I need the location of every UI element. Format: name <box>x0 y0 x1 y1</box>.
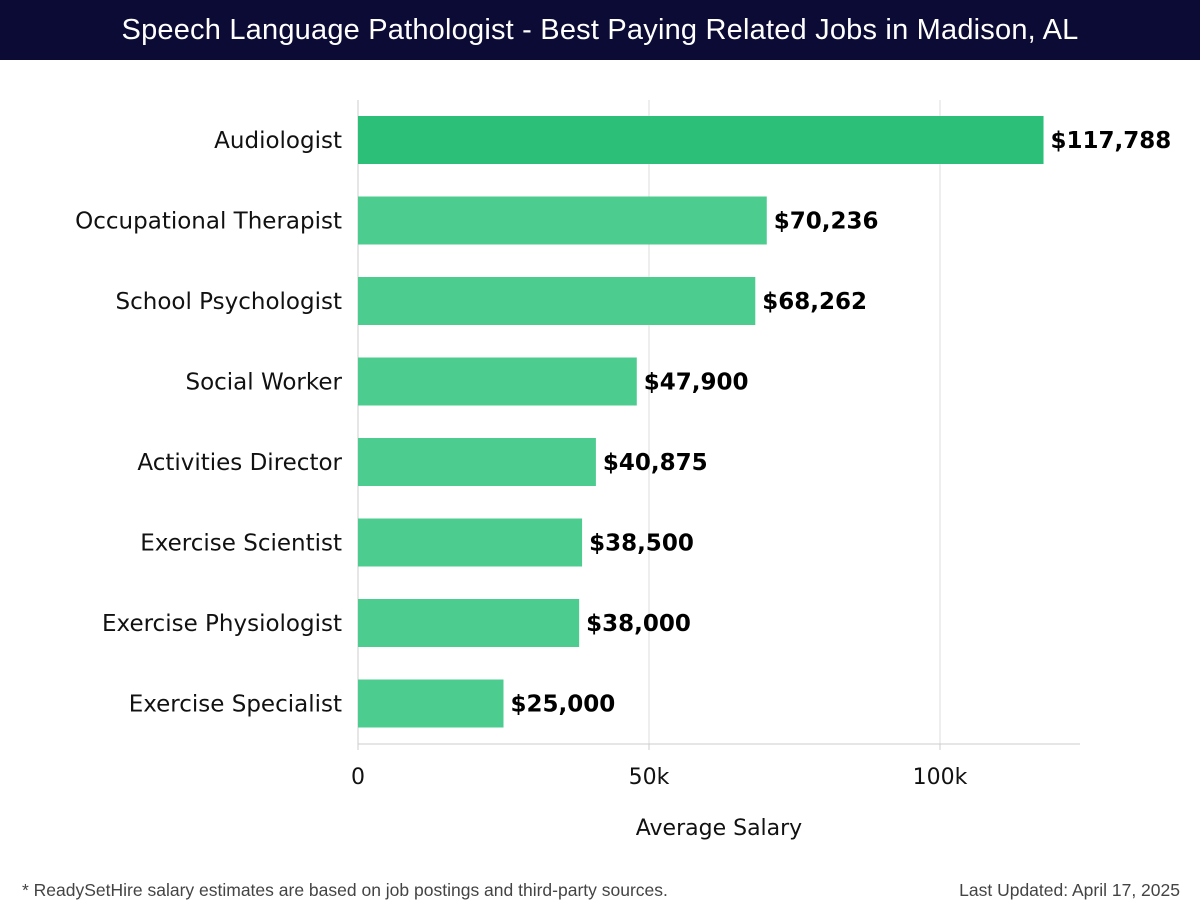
category-label: Exercise Physiologist <box>102 611 342 637</box>
value-label: $47,900 <box>644 370 749 396</box>
category-label: School Psychologist <box>116 289 342 315</box>
bar <box>358 518 583 567</box>
last-updated: Last Updated: April 17, 2025 <box>959 880 1180 900</box>
x-tick-label: 100k <box>913 765 968 790</box>
category-label: Occupational Therapist <box>75 209 342 235</box>
bar <box>358 196 767 245</box>
bar <box>358 599 580 647</box>
x-tick-label: 0 <box>351 765 365 790</box>
bar <box>358 679 504 728</box>
footnote: * ReadySetHire salary estimates are base… <box>22 880 668 900</box>
value-label: $68,262 <box>762 289 867 315</box>
value-label: $40,875 <box>603 450 708 476</box>
bar <box>358 357 637 406</box>
value-label: $117,788 <box>1051 128 1172 154</box>
value-label: $70,236 <box>774 209 879 235</box>
chart-title: Speech Language Pathologist - Best Payin… <box>0 0 1200 60</box>
value-label: $25,000 <box>511 692 616 718</box>
category-label: Audiologist <box>214 128 342 154</box>
value-label: $38,500 <box>589 531 694 557</box>
x-tick-label: 50k <box>629 765 670 790</box>
category-label: Exercise Scientist <box>140 531 342 557</box>
x-axis-label: Average Salary <box>636 816 802 841</box>
category-label: Exercise Specialist <box>129 692 342 718</box>
value-label: $38,000 <box>586 611 691 637</box>
bar <box>358 438 596 486</box>
bar <box>358 277 756 325</box>
bar <box>358 116 1044 164</box>
category-label: Social Worker <box>185 370 342 396</box>
category-label: Activities Director <box>137 450 342 476</box>
